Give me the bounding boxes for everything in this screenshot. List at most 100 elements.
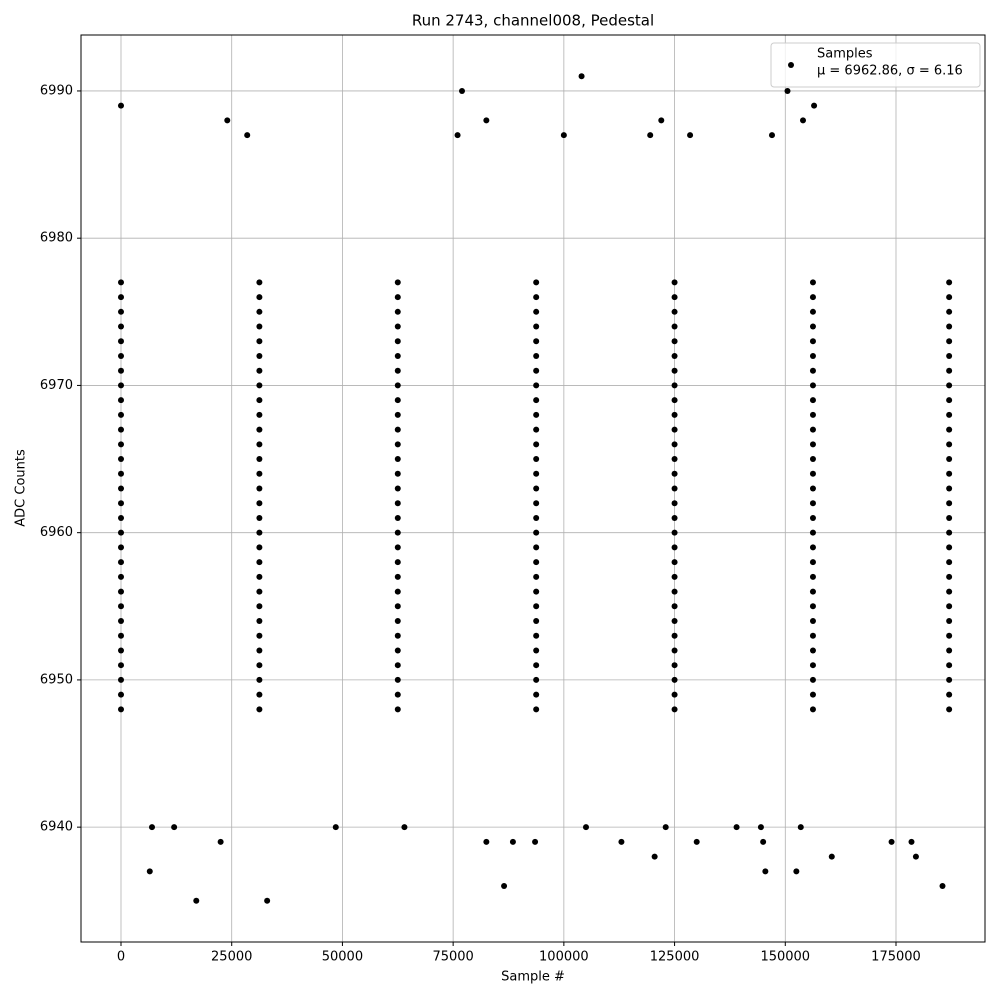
point — [117, 544, 124, 551]
point — [117, 603, 124, 610]
point — [647, 132, 654, 139]
point — [809, 397, 816, 404]
point — [533, 647, 540, 654]
point — [671, 426, 678, 433]
point — [784, 87, 791, 94]
point — [394, 559, 401, 566]
point — [671, 441, 678, 448]
point — [809, 559, 816, 566]
point — [533, 485, 540, 492]
point — [671, 397, 678, 404]
point — [256, 588, 263, 595]
point — [946, 323, 953, 330]
x-tick-label: 0 — [117, 950, 125, 965]
point — [946, 382, 953, 389]
point — [401, 824, 408, 831]
point — [256, 603, 263, 610]
point — [458, 87, 465, 94]
point — [533, 706, 540, 713]
point — [256, 676, 263, 683]
point — [939, 883, 946, 890]
point — [671, 352, 678, 359]
point — [256, 352, 263, 359]
point — [662, 824, 669, 831]
legend: Samples μ = 6962.86, σ = 6.16 — [770, 42, 981, 88]
point — [256, 397, 263, 404]
point — [582, 824, 589, 831]
point — [533, 441, 540, 448]
point — [256, 706, 263, 713]
point — [533, 470, 540, 477]
point — [946, 618, 953, 625]
point — [809, 338, 816, 345]
point — [244, 132, 251, 139]
point — [809, 352, 816, 359]
point — [809, 588, 816, 595]
point — [117, 514, 124, 521]
y-tick-label: 6950 — [40, 672, 73, 687]
point — [394, 411, 401, 418]
point — [811, 102, 818, 109]
point — [809, 294, 816, 301]
point — [946, 691, 953, 698]
point — [394, 352, 401, 359]
point — [733, 824, 740, 831]
point — [117, 632, 124, 639]
point — [946, 662, 953, 669]
point — [762, 868, 769, 875]
x-tick-label: 100000 — [539, 950, 589, 965]
point — [671, 323, 678, 330]
point — [671, 279, 678, 286]
point — [256, 485, 263, 492]
point — [809, 411, 816, 418]
point — [946, 603, 953, 610]
point — [256, 470, 263, 477]
point — [146, 868, 153, 875]
point — [454, 132, 461, 139]
point — [256, 514, 263, 521]
point — [171, 824, 178, 831]
point — [394, 500, 401, 507]
point — [671, 485, 678, 492]
point — [117, 588, 124, 595]
x-axis-label: Sample # — [501, 970, 565, 985]
point — [256, 647, 263, 654]
point — [809, 323, 816, 330]
point — [256, 500, 263, 507]
point — [117, 529, 124, 536]
point — [533, 279, 540, 286]
point — [671, 618, 678, 625]
y-tick-label: 6960 — [40, 525, 73, 540]
point — [671, 529, 678, 536]
y-axis-label: ADC Counts — [14, 449, 29, 527]
point — [946, 397, 953, 404]
point — [797, 824, 804, 831]
point — [533, 691, 540, 698]
point — [671, 411, 678, 418]
point — [809, 485, 816, 492]
point — [394, 470, 401, 477]
point — [671, 603, 678, 610]
point — [117, 691, 124, 698]
point — [533, 529, 540, 536]
point — [946, 470, 953, 477]
point — [224, 117, 231, 124]
point — [394, 441, 401, 448]
point — [809, 308, 816, 315]
point — [256, 279, 263, 286]
point — [946, 441, 953, 448]
points — [117, 73, 953, 904]
point — [394, 662, 401, 669]
point — [256, 691, 263, 698]
point — [793, 868, 800, 875]
point — [117, 559, 124, 566]
point — [946, 279, 953, 286]
point — [256, 426, 263, 433]
point — [671, 308, 678, 315]
point — [757, 824, 764, 831]
x-tick-label: 175000 — [871, 950, 921, 965]
point — [533, 323, 540, 330]
point — [256, 559, 263, 566]
